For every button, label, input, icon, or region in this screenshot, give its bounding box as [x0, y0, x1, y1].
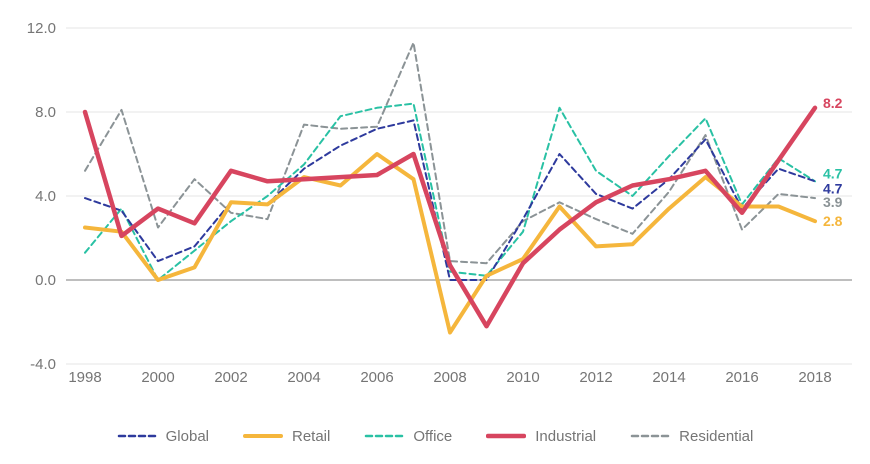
x-tick-label: 2006: [360, 369, 393, 386]
y-tick-label: -4.0: [30, 356, 56, 373]
legend-label: Retail: [292, 427, 331, 445]
y-tick-label: 8.0: [35, 104, 56, 121]
x-tick-label: 2014: [652, 369, 685, 386]
legend-item-office[interactable]: Office: [364, 429, 452, 444]
x-tick-label: 2008: [433, 369, 466, 386]
y-tick-label: 0.0: [35, 272, 56, 289]
legend-swatch-residential: [630, 434, 670, 438]
legend-label: Global: [165, 427, 209, 445]
end-value-label-retail: 2.8: [823, 213, 843, 229]
series-line-retail[interactable]: [83, 152, 817, 335]
end-value-label-industrial: 8.2: [823, 95, 843, 111]
end-value-label-global: 4.7: [823, 180, 843, 196]
legend-label: Office: [413, 427, 453, 445]
x-tick-label: 2012: [579, 369, 612, 386]
series-lines: [82, 41, 818, 335]
legend-swatch-global: [117, 434, 156, 438]
y-tick-label: 12.0: [27, 20, 56, 37]
y-tick-label: 4.0: [35, 188, 56, 205]
legend-swatch-retail: [243, 434, 283, 438]
end-value-labels: 4.7 2.8 4.7 8.2 3.9: [823, 95, 843, 229]
gridlines: [66, 27, 852, 365]
x-tick-label: 2002: [214, 369, 247, 386]
legend-item-global[interactable]: Global: [117, 429, 209, 444]
legend-label: Industrial: [535, 427, 597, 445]
x-tick-label: 2018: [798, 369, 831, 386]
end-value-label-office: 4.7: [823, 165, 843, 181]
x-tick-label: 1998: [68, 369, 101, 386]
chart-legend: Global Retail Office Industrial Residential: [0, 418, 870, 454]
series-line-office[interactable]: [84, 102, 816, 281]
legend-label: Residential: [679, 427, 754, 445]
chart-canvas: 12.0 8.0 4.0 0.0 -4.0 1998 2000 2002 2004 2006 20…: [27, 20, 852, 386]
legend-item-industrial[interactable]: Industrial: [486, 429, 596, 444]
x-tick-label: 2016: [725, 369, 758, 386]
y-axis-labels: 12.0 8.0 4.0 0.0 -4.0: [27, 20, 56, 373]
legend-swatch-industrial: [486, 433, 527, 439]
series-line-residential[interactable]: [84, 41, 816, 265]
series-line-global[interactable]: [84, 119, 816, 281]
x-tick-label: 2000: [141, 369, 174, 386]
legend-swatch-office: [365, 434, 404, 438]
end-value-label-residential: 3.9: [823, 194, 843, 210]
x-axis-labels: 1998 2000 2002 2004 2006 2008 2010 2012 2014 2016…: [68, 369, 831, 386]
legend-item-retail[interactable]: Retail: [243, 429, 330, 444]
series-line-industrial[interactable]: [82, 105, 818, 329]
x-tick-label: 2004: [287, 369, 320, 386]
legend-item-residential[interactable]: Residential: [630, 429, 753, 444]
x-tick-label: 2010: [506, 369, 539, 386]
